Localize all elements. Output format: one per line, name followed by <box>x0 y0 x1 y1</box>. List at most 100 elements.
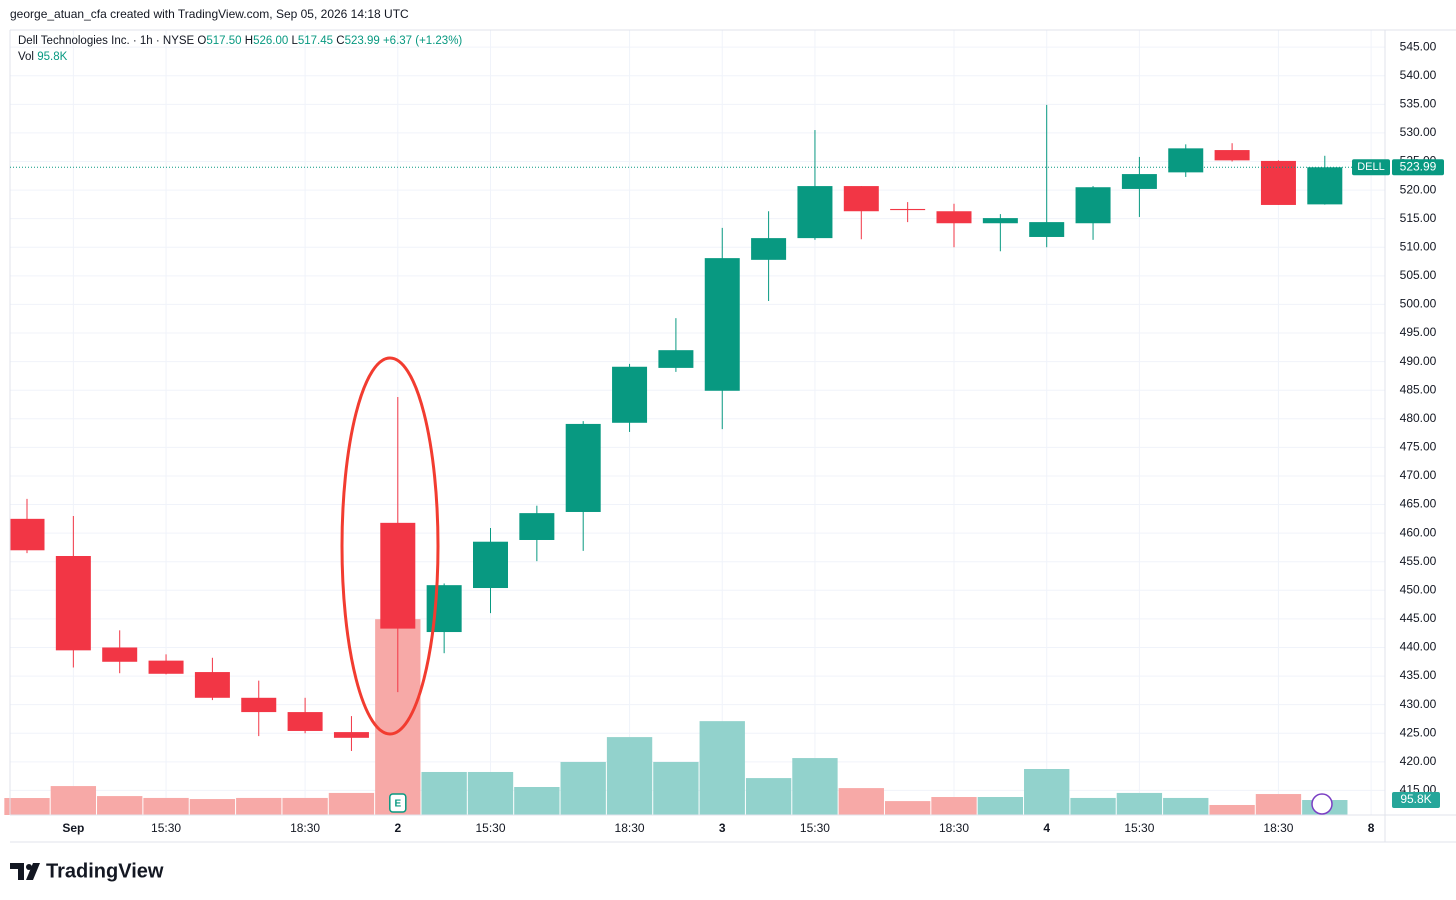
volume-bar <box>1024 769 1070 815</box>
legend-title: Dell Technologies Inc. · 1h · NYSE <box>18 35 195 47</box>
volume-bar <box>282 797 328 815</box>
candle-body <box>287 712 323 731</box>
price-label: 523.99 <box>1400 159 1437 173</box>
grid <box>10 30 1385 815</box>
legend-row: Vol 95.8K <box>18 51 68 63</box>
volume-bar <box>977 797 1024 815</box>
y-tick-label: 500.00 <box>1400 297 1437 311</box>
volume-bar <box>467 771 514 815</box>
brand-logo: TradingView <box>10 860 164 882</box>
volume-bar <box>1209 804 1255 815</box>
y-tick-label: 460.00 <box>1400 525 1437 539</box>
y-tick-label: 490.00 <box>1400 354 1437 368</box>
y-tick-label: 450.00 <box>1400 582 1437 596</box>
assistant-icon <box>1311 793 1333 815</box>
y-tick-label: 535.00 <box>1400 96 1437 110</box>
legend-ohlc-value: 517.45 <box>298 35 333 47</box>
volume-bar <box>421 771 467 815</box>
candle-body <box>843 186 879 212</box>
legend-ohlc-label: H <box>245 35 253 47</box>
x-tick-label: 4 <box>1043 821 1050 835</box>
legend-ohlc-value: 517.50 <box>206 35 241 47</box>
y-tick-label: 510.00 <box>1400 239 1437 253</box>
x-tick-label: 3 <box>719 821 726 835</box>
price-marker <box>1392 159 1444 176</box>
legend-ohlc-value: 526.00 <box>253 35 288 47</box>
y-tick-label: 420.00 <box>1400 754 1437 768</box>
candle-body <box>1168 148 1204 173</box>
x-tick-label: 2 <box>394 821 401 835</box>
y-tick-label: 435.00 <box>1400 668 1437 682</box>
volume-bar <box>236 797 282 815</box>
candle-body <box>1307 167 1343 205</box>
candle-body <box>612 366 648 423</box>
brand: TradingView <box>46 860 164 882</box>
x-tick-label: 15:30 <box>151 821 181 835</box>
symbol-label: DELL <box>1357 161 1385 173</box>
volume-bar <box>1070 797 1116 815</box>
y-tick-label: 475.00 <box>1400 440 1437 454</box>
candle-body <box>936 211 972 224</box>
candle-body <box>890 208 926 211</box>
earnings-badge <box>389 793 407 813</box>
legend-ohlc-label: L <box>291 35 298 47</box>
x-tick-label: 18:30 <box>939 821 969 835</box>
candle-body <box>1214 150 1250 161</box>
x-tick-label: 15:30 <box>475 821 505 835</box>
x-tick-label: Sep <box>62 821 84 835</box>
volume-bar <box>884 801 931 815</box>
volume-bar <box>1163 797 1209 815</box>
legend: Dell Technologies Inc. · 1h · NYSE O517.… <box>18 35 462 63</box>
candle-body <box>148 660 184 674</box>
candle-body <box>380 522 416 629</box>
volume-bar <box>699 721 745 815</box>
x-tick-label: 18:30 <box>290 821 320 835</box>
volume-bar <box>4 798 50 815</box>
candle-body <box>982 218 1018 224</box>
x-tick-label: 15:30 <box>800 821 830 835</box>
legend-ohlc-label: O <box>197 35 206 47</box>
y-tick-label: 520.00 <box>1400 182 1437 196</box>
x-tick-label: 18:30 <box>615 821 645 835</box>
y-tick-label: 465.00 <box>1400 497 1437 511</box>
candle-body <box>658 350 694 368</box>
volume-bar <box>97 796 143 815</box>
candle-body <box>55 556 91 651</box>
volume-bar <box>514 786 560 815</box>
y-tick-label: 440.00 <box>1400 640 1437 654</box>
highlight-ellipse <box>340 356 440 736</box>
y-tick-label: 540.00 <box>1400 68 1437 82</box>
y-tick-label: 515.00 <box>1400 211 1437 225</box>
candle-body <box>194 672 230 698</box>
y-tick-label: 485.00 <box>1400 382 1437 396</box>
candle-body <box>473 541 508 589</box>
y-tick-label: 430.00 <box>1400 697 1437 711</box>
y-tick-label: 505.00 <box>1400 268 1437 282</box>
volume-bar <box>1255 794 1302 815</box>
volume-pane <box>4 619 1348 815</box>
volume-bar <box>1116 792 1163 815</box>
x-tick-label: 18:30 <box>1263 821 1293 835</box>
candle-body <box>1075 187 1111 224</box>
x-tick-label: 15:30 <box>1124 821 1154 835</box>
volume-marker-label: 95.8K <box>1400 792 1431 806</box>
candle-body <box>519 513 555 540</box>
volume-marker <box>1392 792 1440 809</box>
y-tick-label: 495.00 <box>1400 325 1437 339</box>
volume-bar <box>560 761 606 815</box>
candles <box>9 104 1343 751</box>
candle-body <box>565 423 601 512</box>
candle-body <box>9 518 45 551</box>
candle-body <box>704 258 740 391</box>
y-tick-label: 445.00 <box>1400 611 1437 625</box>
volume-bar <box>745 778 792 815</box>
legend-change: +6.37 (+1.23%) <box>383 35 462 47</box>
legend-ohlc-value: 523.99 <box>345 35 380 47</box>
candle-body <box>426 585 462 633</box>
volume-bar <box>792 758 838 815</box>
candle-body <box>333 732 369 738</box>
legend-row: Dell Technologies Inc. · 1h · NYSE O517.… <box>18 35 462 47</box>
volume-bar <box>838 788 884 815</box>
candle-body <box>102 647 138 662</box>
